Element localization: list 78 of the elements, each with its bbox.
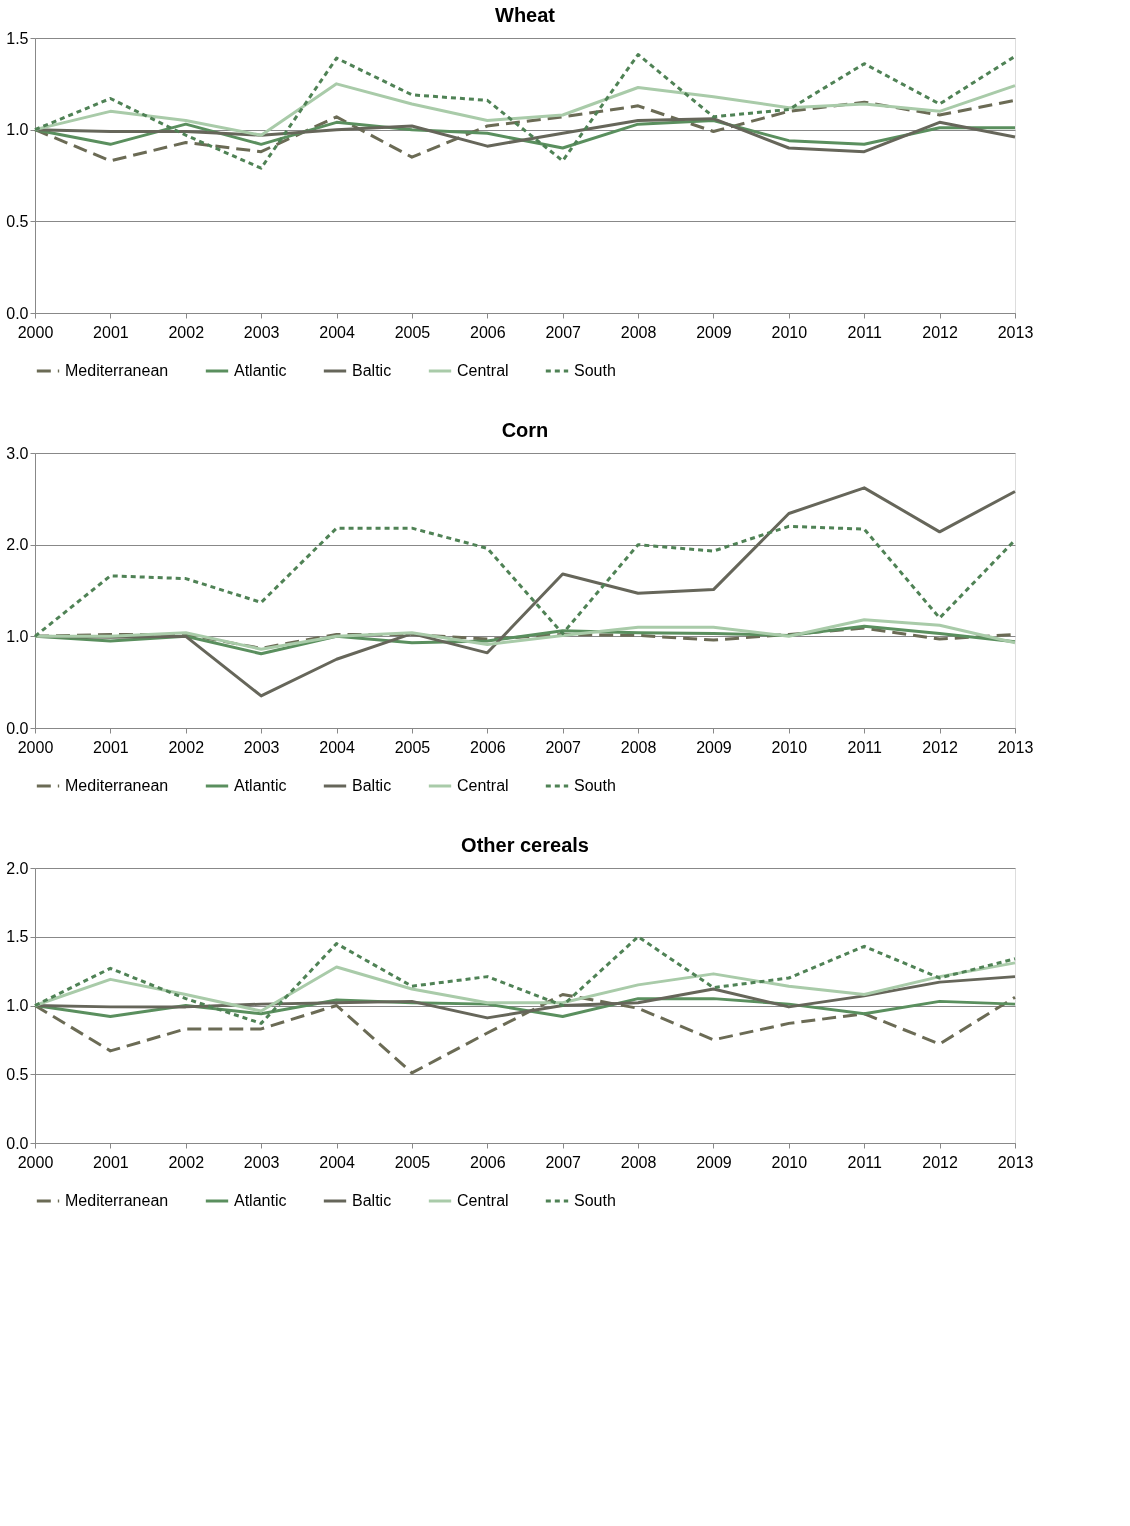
x-tick-label: 2013 xyxy=(997,323,1034,341)
line-series xyxy=(33,524,1017,638)
chart-title: Corn xyxy=(501,419,549,441)
x-tick-label: 2013 xyxy=(997,1153,1034,1171)
y-tick-label: 1.0 xyxy=(6,627,29,645)
x-tick-label: 2010 xyxy=(771,323,808,341)
x-tick-label: 2009 xyxy=(696,1153,732,1171)
x-tick-label: 2009 xyxy=(696,323,732,341)
legend-label: Mediterranean xyxy=(65,362,169,379)
y-tick-label: 0.5 xyxy=(6,1065,29,1083)
y-tick-label: 2.0 xyxy=(6,536,29,554)
x-tick-label: 2009 xyxy=(696,738,732,756)
x-tick-label: 2008 xyxy=(620,323,657,341)
legend-label: Central xyxy=(457,362,509,379)
x-tick-label: 2004 xyxy=(319,1153,355,1171)
legend-label: Central xyxy=(457,1192,509,1209)
x-tick-label: 2004 xyxy=(319,738,355,756)
y-tick-label: 0.0 xyxy=(6,719,29,737)
legend-label: South xyxy=(574,1192,616,1209)
x-tick-label: 2012 xyxy=(922,323,959,341)
x-tick-label: 2007 xyxy=(545,323,582,341)
legend-label: Baltic xyxy=(352,362,392,379)
x-tick-label: 2003 xyxy=(243,323,280,341)
line-series xyxy=(33,53,1017,170)
y-tick-label: 0.0 xyxy=(6,1134,29,1152)
x-tick-label: 2008 xyxy=(620,738,657,756)
y-tick-label: 1.0 xyxy=(6,997,29,1014)
line-series xyxy=(33,961,1017,1013)
x-tick-label: 2006 xyxy=(470,323,506,341)
legend-label: Mediterranean xyxy=(65,777,169,794)
y-tick-label: 1.5 xyxy=(6,29,29,47)
legend-label: South xyxy=(574,777,616,794)
x-tick-label: 2004 xyxy=(319,323,355,341)
x-tick-label: 2012 xyxy=(922,1153,959,1171)
legend-label: South xyxy=(574,362,616,379)
legend-label: Atlantic xyxy=(234,777,287,794)
x-tick-label: 2006 xyxy=(470,738,506,756)
x-tick-label: 2001 xyxy=(93,323,129,341)
x-tick-label: 2010 xyxy=(771,738,808,756)
x-tick-label: 2005 xyxy=(394,738,431,756)
x-tick-label: 2010 xyxy=(771,1153,808,1171)
x-tick-label: 2008 xyxy=(620,1153,657,1171)
chart-title: Other cereals xyxy=(461,834,589,856)
x-tick-label: 2011 xyxy=(847,738,883,756)
chart-title: Wheat xyxy=(495,4,556,26)
x-tick-label: 2005 xyxy=(394,1153,431,1171)
x-tick-label: 2000 xyxy=(17,1153,54,1171)
line-series xyxy=(33,618,1017,651)
x-tick-label: 2012 xyxy=(922,738,959,756)
y-tick-label: 1.5 xyxy=(6,928,29,946)
x-tick-label: 2000 xyxy=(17,738,54,756)
x-tick-label: 2001 xyxy=(93,1153,129,1171)
x-tick-label: 2007 xyxy=(545,738,582,756)
legend-label: Baltic xyxy=(352,1192,392,1209)
x-tick-label: 2002 xyxy=(168,1153,205,1171)
x-tick-label: 2001 xyxy=(93,738,129,756)
y-tick-label: 0.0 xyxy=(6,304,29,322)
x-tick-label: 2000 xyxy=(17,323,54,341)
x-tick-label: 2006 xyxy=(470,1153,506,1171)
y-tick-label: 3.0 xyxy=(6,444,29,462)
legend-label: Baltic xyxy=(352,777,392,794)
y-tick-label: 2.0 xyxy=(6,859,29,877)
y-tick-label: 1.0 xyxy=(6,121,29,139)
x-tick-label: 2002 xyxy=(168,323,205,341)
legend-label: Atlantic xyxy=(234,1192,287,1209)
x-tick-label: 2011 xyxy=(847,1153,883,1171)
x-tick-label: 2007 xyxy=(545,1153,582,1171)
x-tick-label: 2011 xyxy=(847,323,883,341)
x-tick-label: 2013 xyxy=(997,738,1034,756)
x-tick-label: 2002 xyxy=(168,738,205,756)
legend-label: Mediterranean xyxy=(65,1192,169,1209)
legend-label: Atlantic xyxy=(234,362,287,379)
line-series xyxy=(33,935,1017,1025)
y-tick-label: 0.5 xyxy=(6,212,29,230)
legend-label: Central xyxy=(457,777,509,794)
x-tick-label: 2005 xyxy=(394,323,431,341)
x-tick-label: 2003 xyxy=(243,1153,280,1171)
x-tick-label: 2003 xyxy=(243,738,280,756)
